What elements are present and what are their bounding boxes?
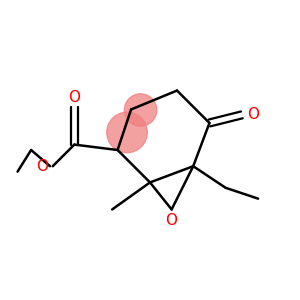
Circle shape	[107, 112, 147, 153]
Text: O: O	[166, 213, 178, 228]
Text: O: O	[247, 107, 259, 122]
Text: O: O	[36, 159, 48, 174]
Text: O: O	[68, 90, 80, 105]
Circle shape	[124, 94, 157, 126]
